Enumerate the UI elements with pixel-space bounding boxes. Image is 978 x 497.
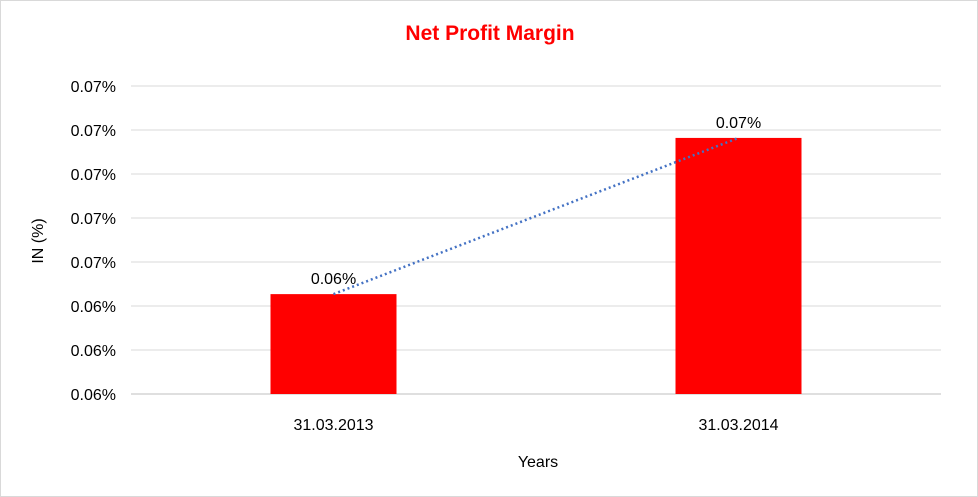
y-tick-label: 0.06% — [71, 299, 116, 316]
y-tick-label: 0.07% — [71, 167, 116, 184]
y-tick-label: 0.06% — [71, 387, 116, 404]
data-label: 0.07% — [716, 115, 761, 132]
y-axis-label: IN (%) — [30, 218, 47, 263]
y-tick-label: 0.06% — [71, 343, 116, 360]
chart-title: Net Profit Margin — [405, 22, 574, 45]
x-axis-label: Years — [518, 454, 558, 471]
bar — [675, 137, 802, 395]
y-tick-label: 0.07% — [71, 123, 116, 140]
x-tick-label: 31.03.2014 — [698, 417, 778, 434]
trendline — [333, 136, 739, 296]
y-tick-label: 0.07% — [71, 79, 116, 96]
data-label: 0.06% — [311, 271, 356, 288]
x-tick-label: 31.03.2013 — [293, 417, 373, 434]
y-tick-label: 0.07% — [71, 255, 116, 272]
bar — [270, 294, 397, 394]
y-tick-label: 0.07% — [71, 211, 116, 228]
